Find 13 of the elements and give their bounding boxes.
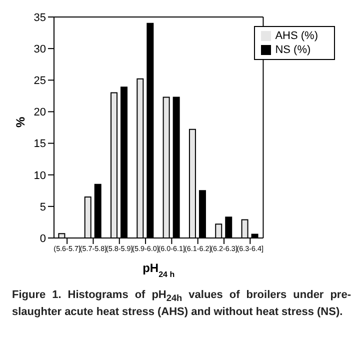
y-tick-label: 0 [40, 232, 46, 245]
legend-label: AHS (%) [275, 30, 318, 42]
y-tick-label: 35 [34, 12, 46, 24]
y-tick-label: 30 [34, 43, 46, 56]
y-axis-title: % [13, 116, 28, 128]
caption: Figure 1. Histograms of pH$_{24h}$ values of broilers under pre-slaughter acute heat stress (AHS) and without heat stress (NS). [12, 288, 351, 320]
y-tick-label: 25 [34, 75, 46, 88]
y-tick-label: 15 [34, 138, 46, 150]
y-tick-label: 20 [34, 106, 46, 119]
legend-label: NS (%) [275, 44, 311, 56]
y-tick-label: 10 [34, 170, 46, 182]
y-tick-label: 5 [40, 201, 46, 214]
x-axis-title: pH$_{24 h}$ [142, 261, 175, 278]
